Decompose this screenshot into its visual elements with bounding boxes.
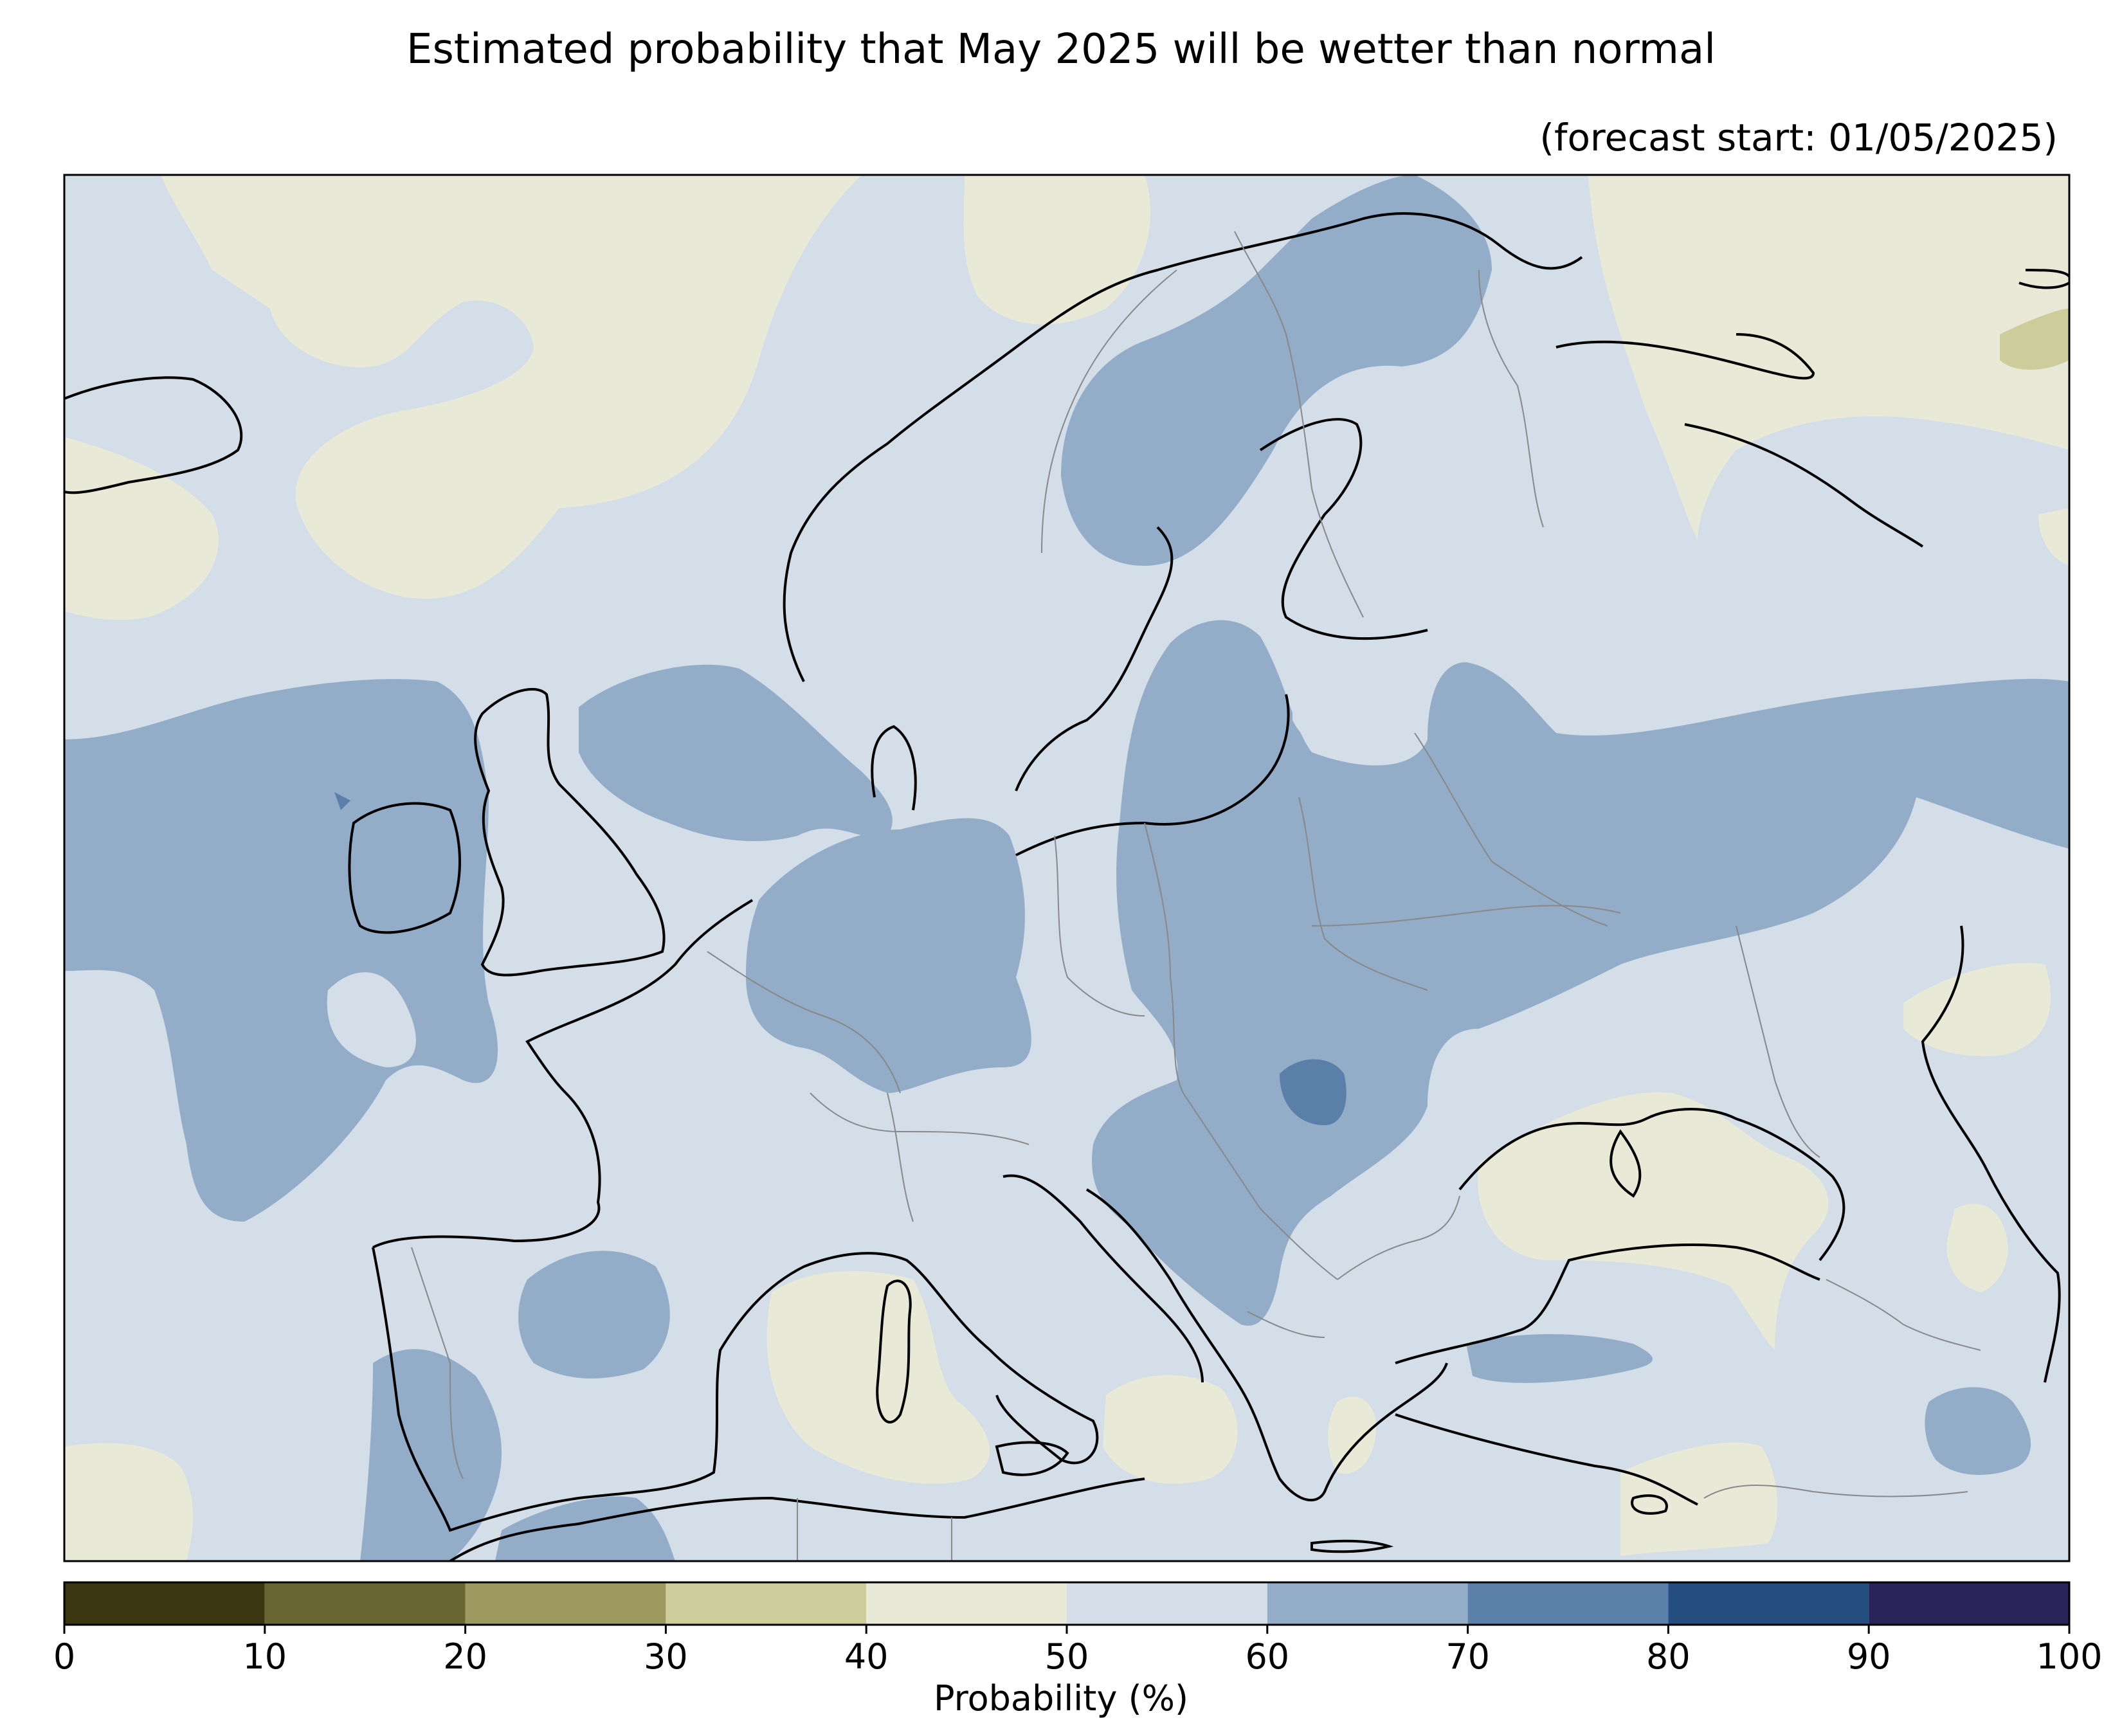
colorbar-bin-50-60: [1067, 1582, 1267, 1625]
coastlines: [64, 212, 2069, 1561]
region-40-50-caucasus-north: [1903, 963, 2051, 1056]
colorbar-bin-20-30: [465, 1582, 666, 1625]
colorbar-bin-40-50: [866, 1582, 1067, 1625]
region-40-50-iceland: [64, 437, 219, 620]
region-40-50-russia-north: [1588, 175, 2069, 540]
colorbar-tick-label: 10: [242, 1636, 287, 1677]
region-60-70-atlantic-west: [64, 679, 498, 1222]
region-70-80-atlantic-spot: [334, 792, 350, 810]
colorbar-tick-label: 20: [443, 1636, 487, 1677]
region-60-70-caucasus-south: [1925, 1387, 2031, 1475]
region-40-50-middle-east: [1620, 1442, 1777, 1556]
colorbar-bin-10-20: [264, 1582, 466, 1625]
region-50-60-atlantic-hole: [327, 972, 416, 1067]
country-borders: [411, 231, 1981, 1561]
region-60-70-central-europe: [746, 818, 1031, 1093]
colorbar-bin-30-40: [666, 1582, 867, 1625]
region-60-70-turkey: [1466, 1334, 1653, 1383]
colorbar-bin-70-80: [1467, 1582, 1669, 1625]
colorbar-tick-label: 100: [2036, 1636, 2103, 1677]
region-50-60-baltic-sea-hole: [1292, 669, 1399, 759]
probability-regions: [64, 175, 2069, 1561]
region-40-50-aegean: [1328, 1397, 1376, 1474]
colorbar-bin-0-10: [64, 1582, 265, 1625]
colorbar-tick-label: 90: [1846, 1636, 1891, 1677]
region-60-70-scandinavia: [1061, 175, 1492, 566]
forecast-start-label: (forecast start: 01/05/2025): [1539, 116, 2058, 159]
colorbar-bin-90-100: [1869, 1582, 2069, 1625]
region-40-50-caspian: [1946, 1204, 2008, 1292]
region-60-70-iberia-west: [360, 1349, 502, 1561]
colorbar-tick-label: 60: [1245, 1636, 1290, 1677]
region-40-50-black-sea: [1478, 1092, 1829, 1350]
region-40-50-ural: [2038, 508, 2069, 566]
colorbar-bin-60-70: [1267, 1582, 1468, 1625]
region-40-50-ionian: [1103, 1375, 1238, 1484]
colorbar-tick-label: 40: [844, 1636, 889, 1677]
region-70-80-hungary: [1280, 1059, 1347, 1125]
map-frame: [63, 174, 2071, 1562]
colorbar-tick-label: 70: [1446, 1636, 1490, 1677]
colorbar-frame: [63, 1581, 2071, 1626]
colorbar-tick-label: 50: [1044, 1636, 1089, 1677]
map-title: Estimated probability that May 2025 will…: [406, 26, 1716, 73]
colorbar-tick-label: 80: [1646, 1636, 1691, 1677]
region-40-50-north-sea: [963, 175, 1151, 325]
colorbar-tick-label: 30: [644, 1636, 688, 1677]
region-60-70-north-sea: [579, 664, 893, 842]
colorbar-tick-label: 0: [53, 1636, 76, 1677]
colorbar-label: Probability (%): [933, 1678, 1189, 1719]
colorbar: [63, 1582, 2071, 1634]
region-60-70-east-europe: [1092, 620, 2069, 1326]
region-40-50-morocco: [64, 1443, 193, 1561]
region-60-70-iberia-north: [518, 1251, 670, 1379]
region-40-50-north-atlantic: [161, 175, 862, 599]
colorbar-bin-80-90: [1668, 1582, 1869, 1625]
region-30-40-ural: [2000, 309, 2069, 370]
